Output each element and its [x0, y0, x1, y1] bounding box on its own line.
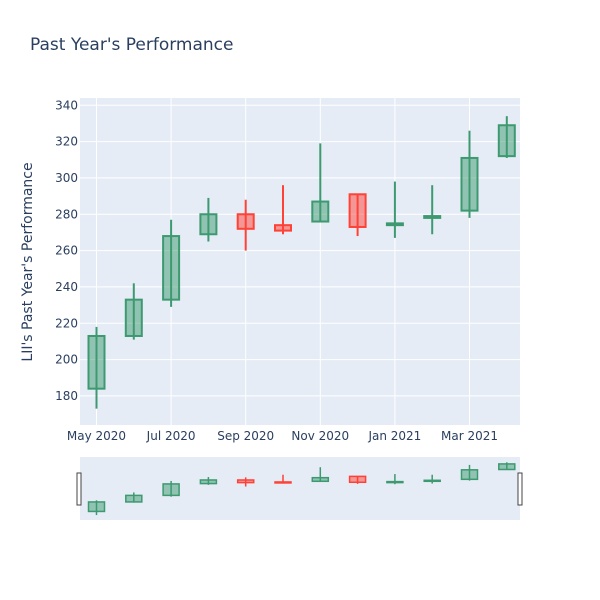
y-tick-label: 340	[55, 98, 78, 112]
mini-candle-body	[125, 494, 143, 503]
mini-candle-body	[199, 479, 218, 485]
candle-body	[274, 224, 292, 232]
grid	[80, 98, 520, 425]
x-tick-label: May 2020	[67, 429, 126, 443]
candle-body	[348, 193, 367, 228]
candle-body	[497, 124, 516, 158]
candle-body	[199, 213, 218, 236]
mini-candle	[199, 477, 218, 485]
mini-candle-body	[386, 480, 404, 484]
y-tick-label: 260	[55, 244, 78, 258]
x-tick-label: Mar 2021	[441, 429, 498, 443]
mini-candle	[87, 500, 106, 516]
candle[interactable]	[124, 283, 143, 340]
mini-candle-body	[274, 481, 292, 484]
mini-candle-body	[162, 483, 180, 497]
chart-title: Past Year's Performance	[30, 35, 234, 55]
mini-candle	[125, 492, 143, 503]
candle-body	[385, 222, 404, 227]
candle-body	[311, 200, 330, 223]
mini-candle-body	[423, 479, 441, 483]
mini-candle	[460, 464, 479, 481]
y-tick-label: 180	[55, 389, 78, 403]
x-tick-label: Jan 2021	[367, 429, 421, 443]
candle-body	[423, 215, 442, 219]
y-axis-label: LII's Past Year's Performance	[20, 162, 36, 361]
rangeslider-candles	[87, 462, 516, 516]
candle[interactable]	[460, 130, 479, 218]
y-tick-label: 300	[55, 171, 78, 185]
mini-candle-body	[348, 475, 367, 484]
candle[interactable]	[236, 199, 255, 251]
candle-body	[460, 156, 479, 212]
y-tick-label: 220	[55, 316, 78, 330]
rangeslider-left-handle[interactable]	[76, 472, 82, 506]
mini-candle	[274, 474, 292, 484]
candle[interactable]	[162, 219, 181, 307]
candle-body	[236, 213, 255, 230]
x-tick-labels: May 2020 Jul 2020 Sep 2020 Nov 2020 Jan 2021…	[67, 429, 498, 443]
candle[interactable]	[199, 197, 218, 242]
mini-candle-body	[311, 476, 330, 483]
y-tick-label: 240	[55, 280, 78, 294]
y-tick-label: 320	[55, 135, 78, 149]
mini-candle-body	[236, 479, 255, 484]
candle-body	[124, 298, 143, 337]
mini-candle	[162, 480, 180, 497]
candle[interactable]	[497, 116, 516, 158]
mini-candle	[348, 475, 367, 484]
candle[interactable]	[311, 143, 330, 223]
mini-candle	[386, 474, 404, 485]
mini-candle	[423, 474, 441, 484]
plot-area	[80, 98, 520, 425]
y-tick-label: 200	[55, 353, 78, 367]
mini-candle	[311, 467, 330, 483]
candle[interactable]	[87, 326, 106, 409]
mini-candle-body	[87, 501, 106, 513]
x-tick-label: Sep 2020	[217, 429, 274, 443]
y-tick-label: 280	[55, 207, 78, 221]
x-tick-label: Jul 2020	[146, 429, 196, 443]
rangeslider-right-handle[interactable]	[517, 472, 523, 506]
rangeslider[interactable]	[80, 457, 520, 520]
candle[interactable]	[423, 185, 442, 235]
candle-body	[87, 334, 106, 390]
candle[interactable]	[348, 193, 367, 237]
x-tick-label: Nov 2020	[291, 429, 349, 443]
y-tick-labels: 180 200 220 240 260 280 300 320 340	[55, 98, 78, 403]
mini-candle-body	[498, 463, 516, 471]
mini-candle	[236, 477, 255, 487]
candle[interactable]	[385, 181, 404, 238]
mini-candle-body	[460, 469, 479, 481]
mini-candle	[498, 462, 516, 471]
candle[interactable]	[274, 185, 292, 235]
candles	[87, 116, 516, 409]
candle-body	[162, 235, 181, 301]
